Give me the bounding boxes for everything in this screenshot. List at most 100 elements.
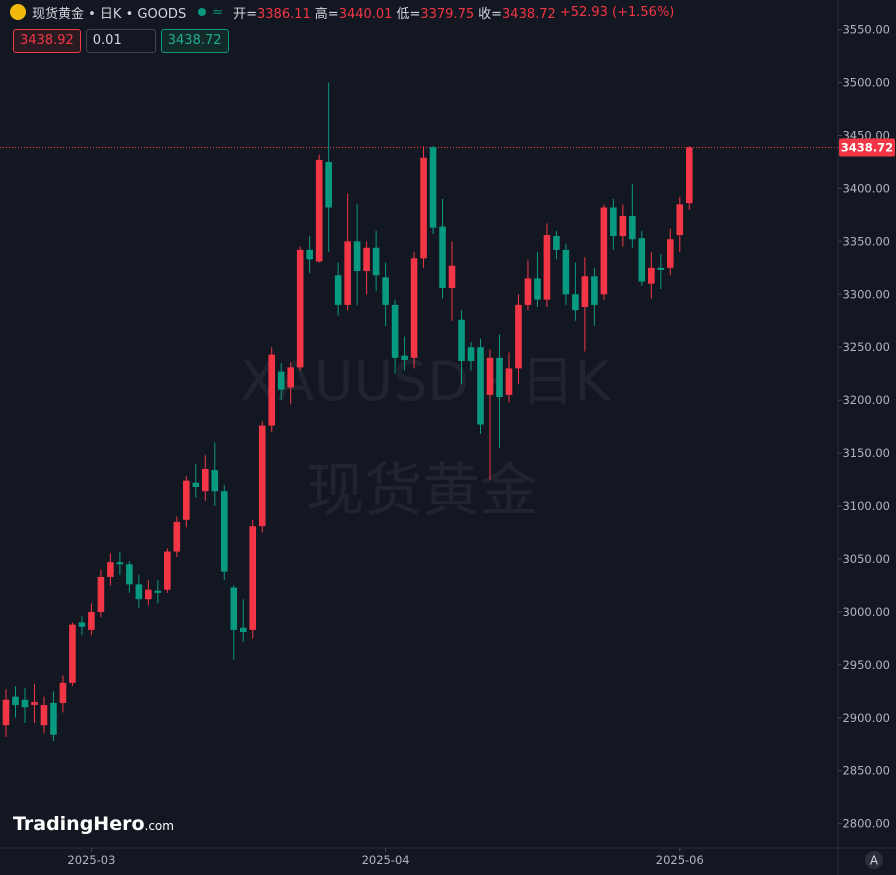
- candle-body: [21, 699, 29, 708]
- candle-body: [78, 622, 86, 627]
- sell-price[interactable]: 3438.92: [13, 29, 81, 53]
- candle-body: [306, 249, 313, 260]
- auto-scale-label: A: [870, 854, 879, 868]
- candle-body: [401, 355, 408, 360]
- logo-name: TradingHero: [13, 813, 145, 835]
- candle-body: [429, 147, 437, 228]
- candle-body: [69, 624, 76, 683]
- last-price-tag: [839, 138, 895, 157]
- status-icon: ≈: [212, 4, 224, 20]
- candle-body: [334, 275, 342, 305]
- y-tick-label: 3350.00: [842, 234, 890, 248]
- logo: TradingHero.com: [13, 813, 174, 835]
- candle-body: [40, 705, 48, 726]
- candle-body: [126, 564, 133, 585]
- candle-body: [629, 215, 636, 240]
- candle-body: [439, 226, 446, 288]
- candle-body: [543, 235, 551, 300]
- symbol-header: 现货黄金 • 日K • GOODS ≈ 开=3386.11 高=3440.01 低=…: [10, 3, 678, 22]
- y-tick-label: 3250.00: [842, 340, 890, 354]
- watermark: 现货黄金: [306, 456, 538, 524]
- candle-body: [363, 247, 370, 272]
- change: +52.93 (+1.56%): [559, 4, 675, 20]
- candle-body: [220, 491, 228, 572]
- candle-body: [382, 277, 389, 305]
- candle-body: [116, 562, 124, 565]
- x-tick-label: 2025-04: [362, 853, 410, 867]
- candle-body: [277, 371, 285, 390]
- candle-body: [372, 247, 380, 276]
- candle-body: [619, 215, 627, 237]
- candle-body: [154, 590, 162, 593]
- y-tick-label: 3550.00: [842, 23, 890, 37]
- x-tick-label: 2025-03: [67, 853, 115, 867]
- y-tick-label: 3100.00: [842, 499, 890, 513]
- y-tick-label: 2850.00: [842, 764, 890, 778]
- candle-body: [59, 682, 67, 703]
- stat-value: 3379.75: [420, 6, 475, 22]
- y-tick-label: 3050.00: [842, 552, 890, 566]
- candle-body: [201, 468, 209, 492]
- candle-body: [239, 627, 247, 633]
- candle-body: [553, 236, 560, 250]
- candle-body: [448, 265, 456, 288]
- candle-body: [667, 239, 674, 268]
- candle-body: [581, 276, 589, 308]
- candle-body: [638, 238, 646, 282]
- candle-body: [591, 276, 598, 305]
- candle-body: [107, 562, 114, 577]
- candle-body: [467, 347, 475, 362]
- candle-body: [486, 357, 494, 395]
- candle-body: [458, 319, 465, 362]
- candle-body: [258, 425, 266, 527]
- buy-price[interactable]: 3438.72: [160, 29, 229, 53]
- candle-body: [410, 258, 418, 358]
- y-tick-label: 3200.00: [842, 393, 890, 407]
- candle-body: [12, 696, 19, 706]
- stat-label: 高=: [314, 6, 339, 22]
- y-tick-label: 3150.00: [842, 446, 890, 460]
- candle-body: [524, 278, 532, 305]
- ohlc-stats: 开=3386.11 高=3440.01 低=3379.75 收=3438.72: [233, 3, 560, 22]
- candle-body: [496, 357, 503, 398]
- candle-body: [183, 480, 190, 520]
- candle-body: [88, 611, 95, 630]
- candle-body: [610, 207, 617, 237]
- candle-body: [296, 249, 304, 368]
- y-tick-label: 2950.00: [842, 658, 890, 672]
- stat-value: 3440.01: [338, 6, 393, 22]
- quantity-input[interactable]: 0.01: [85, 29, 156, 53]
- candle-body: [505, 368, 513, 395]
- candle-body: [135, 584, 143, 600]
- candle-body: [249, 526, 257, 630]
- candle-body: [50, 702, 57, 735]
- candle-body: [173, 521, 181, 552]
- candle-body: [164, 551, 171, 590]
- y-tick-label: 3400.00: [842, 181, 890, 195]
- candle-body: [353, 241, 361, 272]
- candle-body: [391, 304, 399, 358]
- candle-body: [515, 304, 522, 369]
- candle-body: [534, 278, 541, 300]
- logo-suffix: .com: [145, 819, 174, 833]
- watermark: XAUUSD · 日K: [240, 350, 611, 413]
- candle-body: [572, 294, 579, 311]
- y-tick-label: 2900.00: [842, 711, 890, 725]
- y-tick-label: 3000.00: [842, 605, 890, 619]
- y-tick-label: 3300.00: [842, 287, 890, 301]
- candle-body: [287, 367, 294, 388]
- candle-body: [600, 207, 608, 295]
- candle-body: [268, 354, 276, 426]
- symbol-title[interactable]: 现货黄金 • 日K • GOODS: [32, 6, 187, 22]
- candle-body: [648, 267, 655, 284]
- y-tick-label: 3500.00: [842, 76, 890, 90]
- candle-body: [325, 161, 332, 208]
- auto-scale-button[interactable]: [865, 851, 883, 869]
- candle-body: [477, 347, 484, 425]
- stat-label: 收=: [478, 6, 503, 22]
- stat-value: 3438.72: [502, 6, 556, 22]
- stat-label: 低=: [396, 6, 421, 22]
- market-status-dot: [198, 8, 207, 16]
